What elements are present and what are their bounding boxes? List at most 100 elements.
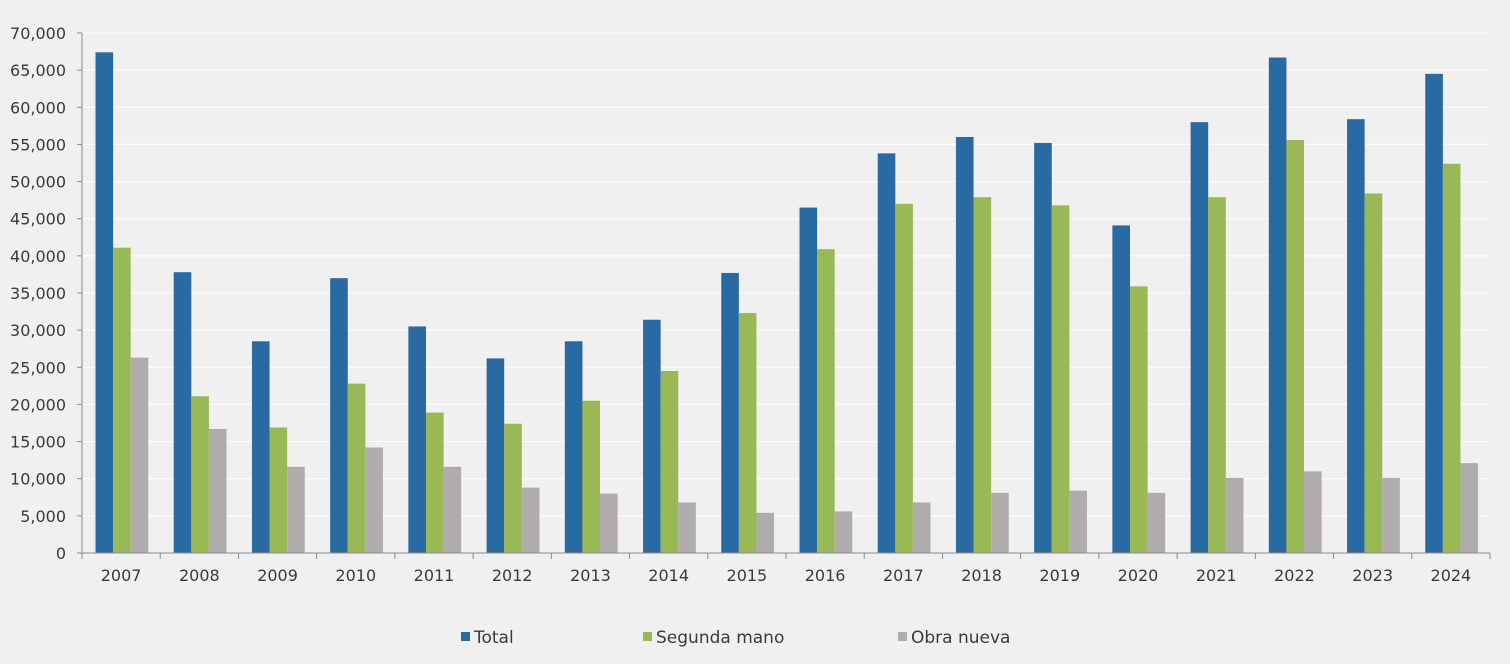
bar-total-2018 <box>955 137 974 553</box>
bar-obra-nueva-2009 <box>287 466 305 553</box>
bar-total-2019 <box>1034 142 1052 553</box>
bar-total-2007 <box>95 52 114 554</box>
bar-segunda-mano-2018 <box>973 197 992 553</box>
bar-total-2009 <box>251 341 270 553</box>
y-tick-label: 25,000 <box>10 358 66 377</box>
x-tick-label-2010: 2010 <box>335 566 376 585</box>
y-tick-label: 60,000 <box>10 98 66 117</box>
bar-total-2013 <box>564 341 583 553</box>
y-tick-label: 45,000 <box>10 210 66 229</box>
bar-total-2008 <box>173 272 192 553</box>
bar-obra-nueva-2018 <box>991 492 1009 553</box>
bar-obra-nueva-2020 <box>1147 492 1166 553</box>
bar-total-2020 <box>1112 225 1130 553</box>
bar-total-2021 <box>1190 122 1209 554</box>
bar-obra-nueva-2012 <box>521 487 540 553</box>
y-tick-label: 55,000 <box>10 135 66 154</box>
x-tick-label-2024: 2024 <box>1431 566 1472 585</box>
legend-label-obra-nueva: Obra nueva <box>911 628 1010 648</box>
y-tick-label: 70,000 <box>10 24 66 43</box>
bar-segunda-mano-2019 <box>1051 205 1070 554</box>
y-tick-label: 20,000 <box>10 395 66 414</box>
x-tick-label-2012: 2012 <box>492 566 533 585</box>
bar-obra-nueva-2008 <box>208 428 227 553</box>
legend-item-segunda-mano: Segunda mano <box>643 628 784 648</box>
x-tick-label-2016: 2016 <box>805 566 846 585</box>
bar-total-2011 <box>408 326 426 553</box>
legend-swatch-segunda-mano <box>643 632 652 641</box>
legend-label-segunda-mano: Segunda mano <box>656 628 784 648</box>
x-tick-label-2011: 2011 <box>414 566 455 585</box>
x-tick-label-2017: 2017 <box>883 566 924 585</box>
x-tick-label-2007: 2007 <box>101 566 142 585</box>
bar-segunda-mano-2021 <box>1208 197 1226 553</box>
y-tick-label: 50,000 <box>10 173 66 192</box>
bar-segunda-mano-2013 <box>582 400 601 553</box>
x-tick-label-2020: 2020 <box>1118 566 1159 585</box>
bar-obra-nueva-2013 <box>600 493 618 553</box>
bar-segunda-mano-2016 <box>817 249 835 553</box>
legend-item-total: Total <box>461 628 514 648</box>
y-tick-label: 30,000 <box>10 321 66 340</box>
bar-segunda-mano-2017 <box>895 203 913 553</box>
bar-segunda-mano-2009 <box>269 427 288 553</box>
legend-item-obra-nueva: Obra nueva <box>898 628 1010 648</box>
x-tick-label-2022: 2022 <box>1274 566 1315 585</box>
bar-obra-nueva-2021 <box>1225 477 1244 553</box>
y-tick-label: 65,000 <box>10 61 66 80</box>
x-axis-tick-labels: 2007 2008 2009 2010 2011 2012 2013 2014 2015 2016… <box>101 566 1471 585</box>
legend-swatch-total <box>461 632 470 641</box>
x-tick-label-2021: 2021 <box>1196 566 1237 585</box>
x-tick-label-2019: 2019 <box>1039 566 1080 585</box>
bars <box>95 52 1479 554</box>
y-tick-label: 15,000 <box>10 433 66 452</box>
bar-obra-nueva-2023 <box>1382 477 1400 553</box>
bar-obra-nueva-2019 <box>1069 490 1087 553</box>
bar-segunda-mano-2012 <box>504 423 522 553</box>
bar-segunda-mano-2024 <box>1442 163 1461 553</box>
y-tick-label: 5,000 <box>20 507 66 526</box>
bar-segunda-mano-2014 <box>660 371 679 553</box>
bar-segunda-mano-2008 <box>191 396 209 553</box>
bar-segunda-mano-2011 <box>425 412 444 553</box>
bar-obra-nueva-2024 <box>1460 463 1479 553</box>
bar-segunda-mano-2010 <box>347 383 366 553</box>
bar-obra-nueva-2015 <box>756 512 775 553</box>
bar-total-2012 <box>486 358 505 553</box>
x-tick-label-2015: 2015 <box>727 566 768 585</box>
bar-total-2024 <box>1425 73 1443 553</box>
bar-segunda-mano-2020 <box>1129 286 1148 553</box>
bar-total-2022 <box>1268 57 1287 554</box>
bar-segunda-mano-2023 <box>1364 193 1383 553</box>
bar-segunda-mano-2015 <box>738 313 757 553</box>
bar-segunda-mano-2007 <box>113 247 131 553</box>
bar-total-2010 <box>330 278 348 553</box>
x-tick-label-2013: 2013 <box>570 566 611 585</box>
legend-swatch-obra-nueva <box>898 632 907 641</box>
y-tick-label: 10,000 <box>10 470 66 489</box>
x-tick-label-2014: 2014 <box>648 566 689 585</box>
bar-obra-nueva-2016 <box>834 511 853 553</box>
y-tick-label: 35,000 <box>10 284 66 303</box>
bar-obra-nueva-2007 <box>130 357 149 553</box>
legend: Total Segunda mano Obra nueva <box>461 628 1010 648</box>
bar-obra-nueva-2011 <box>443 466 462 553</box>
bar-obra-nueva-2017 <box>912 502 931 553</box>
gridlines <box>82 32 1490 517</box>
bar-obra-nueva-2014 <box>678 502 696 553</box>
bar-total-2016 <box>799 207 818 554</box>
legend-label-total: Total <box>473 628 514 648</box>
x-tick-label-2008: 2008 <box>179 566 220 585</box>
bar-total-2017 <box>877 153 896 554</box>
bar-total-2023 <box>1347 119 1365 554</box>
x-tick-label-2018: 2018 <box>961 566 1002 585</box>
axes <box>77 32 1491 559</box>
bar-total-2014 <box>643 319 661 553</box>
x-tick-label-2023: 2023 <box>1352 566 1393 585</box>
y-tick-label: 0 <box>56 544 66 563</box>
bar-segunda-mano-2022 <box>1286 139 1305 553</box>
y-tick-label: 40,000 <box>10 247 66 266</box>
bar-obra-nueva-2010 <box>365 447 383 553</box>
bar-total-2015 <box>721 272 739 553</box>
y-axis-tick-labels: 0 5,000 10,000 15,000 20,000 25,000 30,000 35,0… <box>10 24 66 563</box>
